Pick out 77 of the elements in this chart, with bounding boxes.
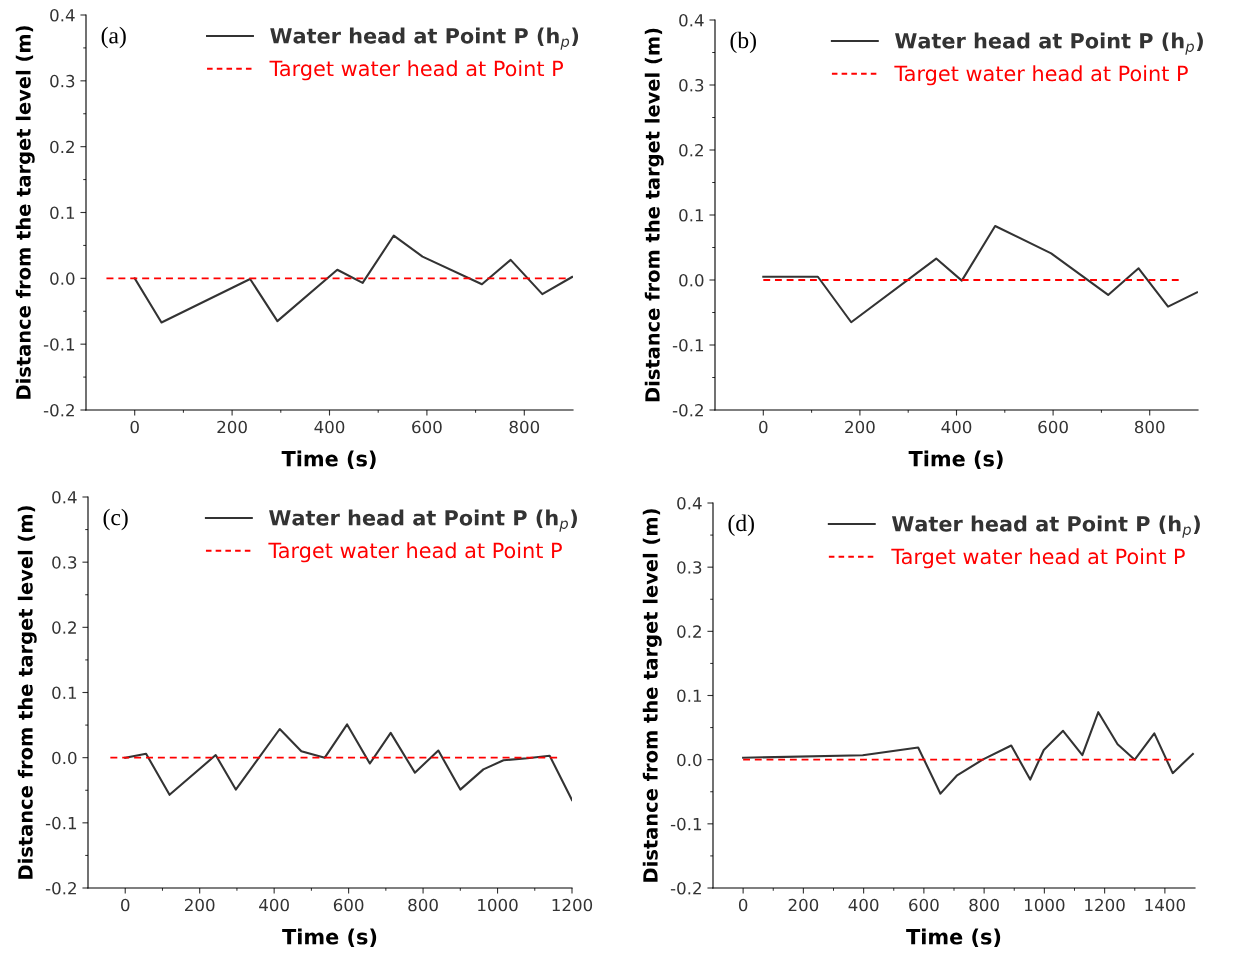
x-axis-title: Time (s)	[282, 928, 377, 948]
x-tick-label: 1200	[1085, 898, 1125, 912]
legend-label: Target water head at Point P	[268, 542, 562, 563]
y-tick-label: 0.1	[50, 206, 75, 220]
legend-label: Target water head at Point P	[894, 65, 1188, 86]
y-tick-label: 0.1	[677, 689, 702, 703]
y-tick-label: 0.3	[52, 556, 77, 569]
x-tick-label: 800	[969, 898, 999, 912]
annotation: (a)	[101, 26, 126, 49]
y-tick-label: -0.1	[45, 816, 77, 830]
x-tick-label: 400	[848, 898, 879, 912]
legend-label: Water head at Point P (h$_{p}$)	[895, 32, 1203, 55]
y-tick-label: 0.3	[677, 561, 702, 574]
x-tick-label: 1000	[478, 898, 518, 912]
y-tick-label: 0.0	[677, 753, 702, 767]
x-tick-label: 200	[788, 898, 819, 912]
y-tick-label: 0.1	[52, 686, 77, 700]
y-tick-label: 0.2	[677, 625, 701, 638]
line-series	[742, 711, 1194, 795]
x-tick-label: 600	[1038, 420, 1068, 434]
y-axis-title: Distance from the target level (m)	[642, 509, 662, 882]
annotation: (b)	[730, 31, 756, 54]
y-tick-label: 0.0	[52, 751, 77, 765]
y-axis-title: Distance from the target level (m)	[644, 28, 664, 402]
legend-label: Target water head at Point P	[891, 548, 1185, 569]
legend-label: Water head at Point P (h$_{p}$)	[269, 509, 577, 532]
x-tick-label: 400	[259, 898, 289, 912]
y-tick-label: 0.2	[679, 143, 703, 157]
y-tick-label: 0.3	[679, 78, 704, 92]
y-tick-label: 0.4	[52, 490, 77, 504]
x-tick-label: 800	[509, 420, 540, 434]
y-tick-label: -0.2	[43, 403, 74, 417]
line-series	[133, 234, 573, 324]
x-axis-title: Time (s)	[906, 928, 1001, 948]
y-tick-label: 0.2	[50, 140, 74, 154]
y-tick-label: 0.3	[50, 74, 75, 88]
y-tick-label: 0.4	[679, 13, 704, 27]
x-tick-label: 200	[845, 420, 875, 434]
y-tick-label: 0.2	[52, 621, 76, 634]
x-tick-label: 800	[408, 898, 438, 912]
x-tick-label: 600	[909, 898, 939, 912]
line-series	[124, 723, 572, 802]
y-tick-label: -0.2	[672, 403, 703, 417]
x-axis-title: Time (s)	[281, 450, 376, 470]
legend-label: Water head at Point P (h$_{p}$)	[270, 27, 579, 50]
y-tick-label: -0.1	[672, 338, 704, 352]
x-tick-label: 1000	[1025, 898, 1065, 912]
x-tick-label: 0	[738, 898, 748, 912]
line-series	[762, 225, 1198, 324]
x-tick-label: 0	[759, 420, 768, 434]
y-axis-title: Distance from the target level (m)	[17, 506, 37, 879]
y-axis-title: Distance from the target level (m)	[15, 26, 35, 399]
x-tick-label: 800	[1134, 420, 1165, 434]
y-tick-label: -0.2	[45, 881, 76, 895]
y-tick-label: -0.2	[670, 881, 701, 895]
x-tick-label: 200	[185, 898, 215, 912]
annotation: (c)	[103, 508, 128, 531]
y-tick-label: -0.1	[43, 338, 75, 351]
y-tick-label: 0.0	[679, 273, 704, 287]
x-tick-label: 600	[333, 898, 364, 912]
y-tick-label: 0.0	[50, 272, 75, 285]
y-tick-label: -0.1	[670, 817, 702, 831]
x-tick-label: 0	[130, 420, 139, 434]
annotation: (d)	[728, 514, 754, 536]
y-tick-label: 0.4	[50, 8, 75, 22]
x-tick-label: 0	[121, 898, 130, 912]
x-tick-label: 1400	[1145, 898, 1185, 912]
x-tick-label: 200	[217, 420, 247, 434]
x-tick-label: 600	[412, 420, 442, 434]
x-tick-label: 400	[314, 420, 345, 434]
x-tick-label: 1200	[552, 898, 593, 912]
x-axis-title: Time (s)	[908, 450, 1003, 470]
x-tick-label: 400	[941, 420, 972, 434]
y-tick-label: 0.1	[679, 208, 704, 222]
legend-label: Water head at Point P (h$_{p}$)	[891, 515, 1200, 538]
y-tick-label: 0.4	[677, 496, 702, 510]
legend-label: Target water head at Point P	[269, 60, 564, 81]
